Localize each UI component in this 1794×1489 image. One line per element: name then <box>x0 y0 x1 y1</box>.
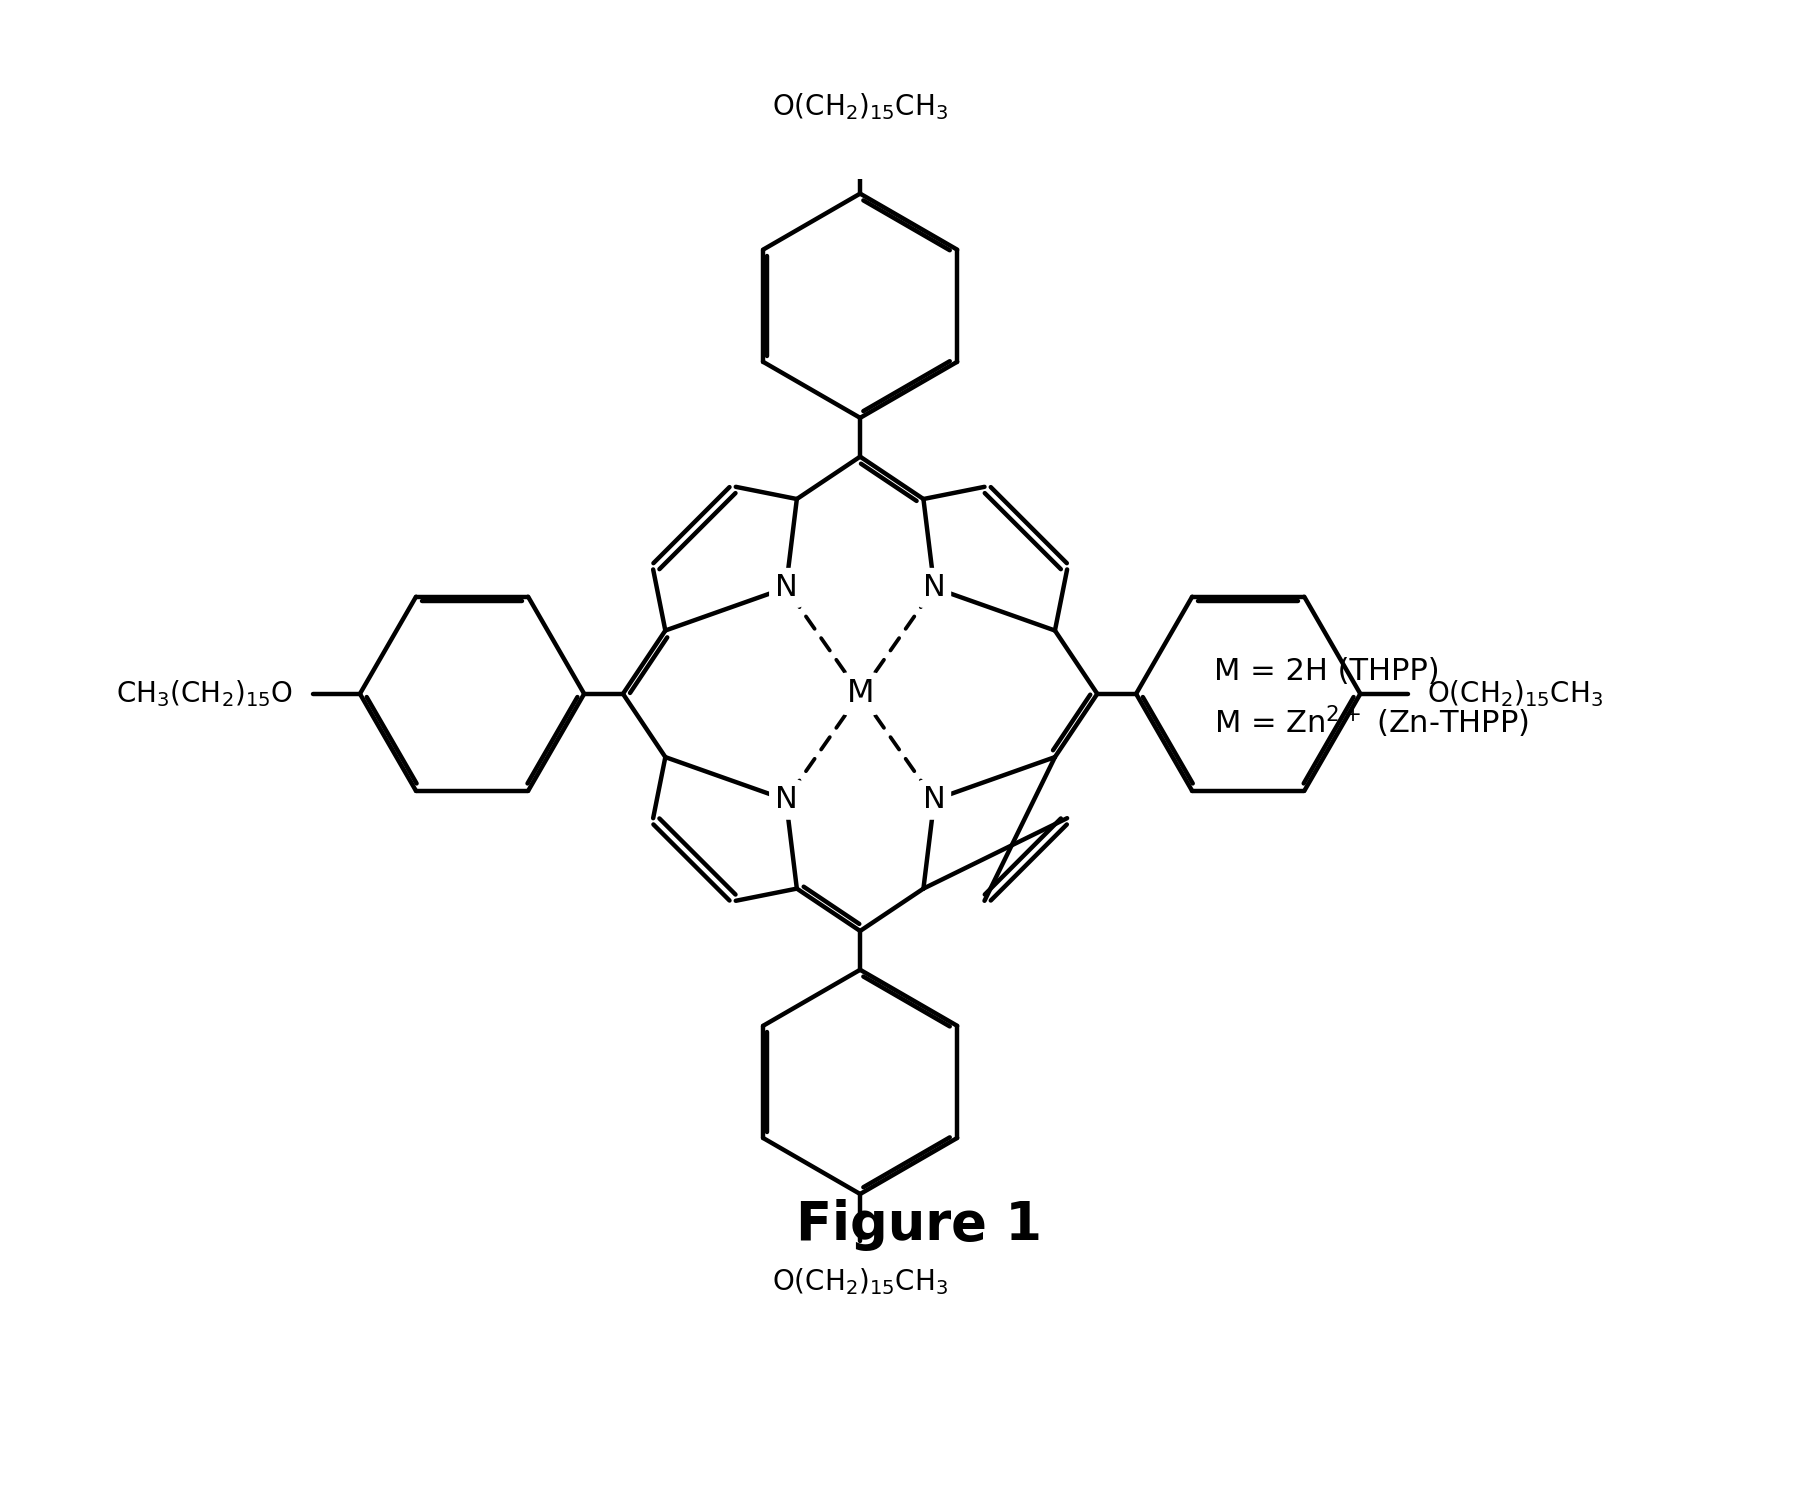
Text: N: N <box>922 573 945 603</box>
Text: O(CH$_2$)$_{15}$CH$_3$: O(CH$_2$)$_{15}$CH$_3$ <box>1426 679 1604 709</box>
Text: N: N <box>775 573 797 603</box>
Text: O(CH$_2$)$_{15}$CH$_3$: O(CH$_2$)$_{15}$CH$_3$ <box>771 91 949 122</box>
Text: N: N <box>775 785 797 814</box>
Text: N: N <box>922 785 945 814</box>
Text: M: M <box>847 679 874 709</box>
Text: M = 2H (THPP): M = 2H (THPP) <box>1215 657 1441 686</box>
Text: Figure 1: Figure 1 <box>797 1199 1042 1251</box>
Text: M = Zn$^{2+}$ (Zn-THPP): M = Zn$^{2+}$ (Zn-THPP) <box>1215 703 1528 740</box>
Text: CH$_3$(CH$_2$)$_{15}$O: CH$_3$(CH$_2$)$_{15}$O <box>117 679 292 709</box>
Text: O(CH$_2$)$_{15}$CH$_3$: O(CH$_2$)$_{15}$CH$_3$ <box>771 1266 949 1297</box>
